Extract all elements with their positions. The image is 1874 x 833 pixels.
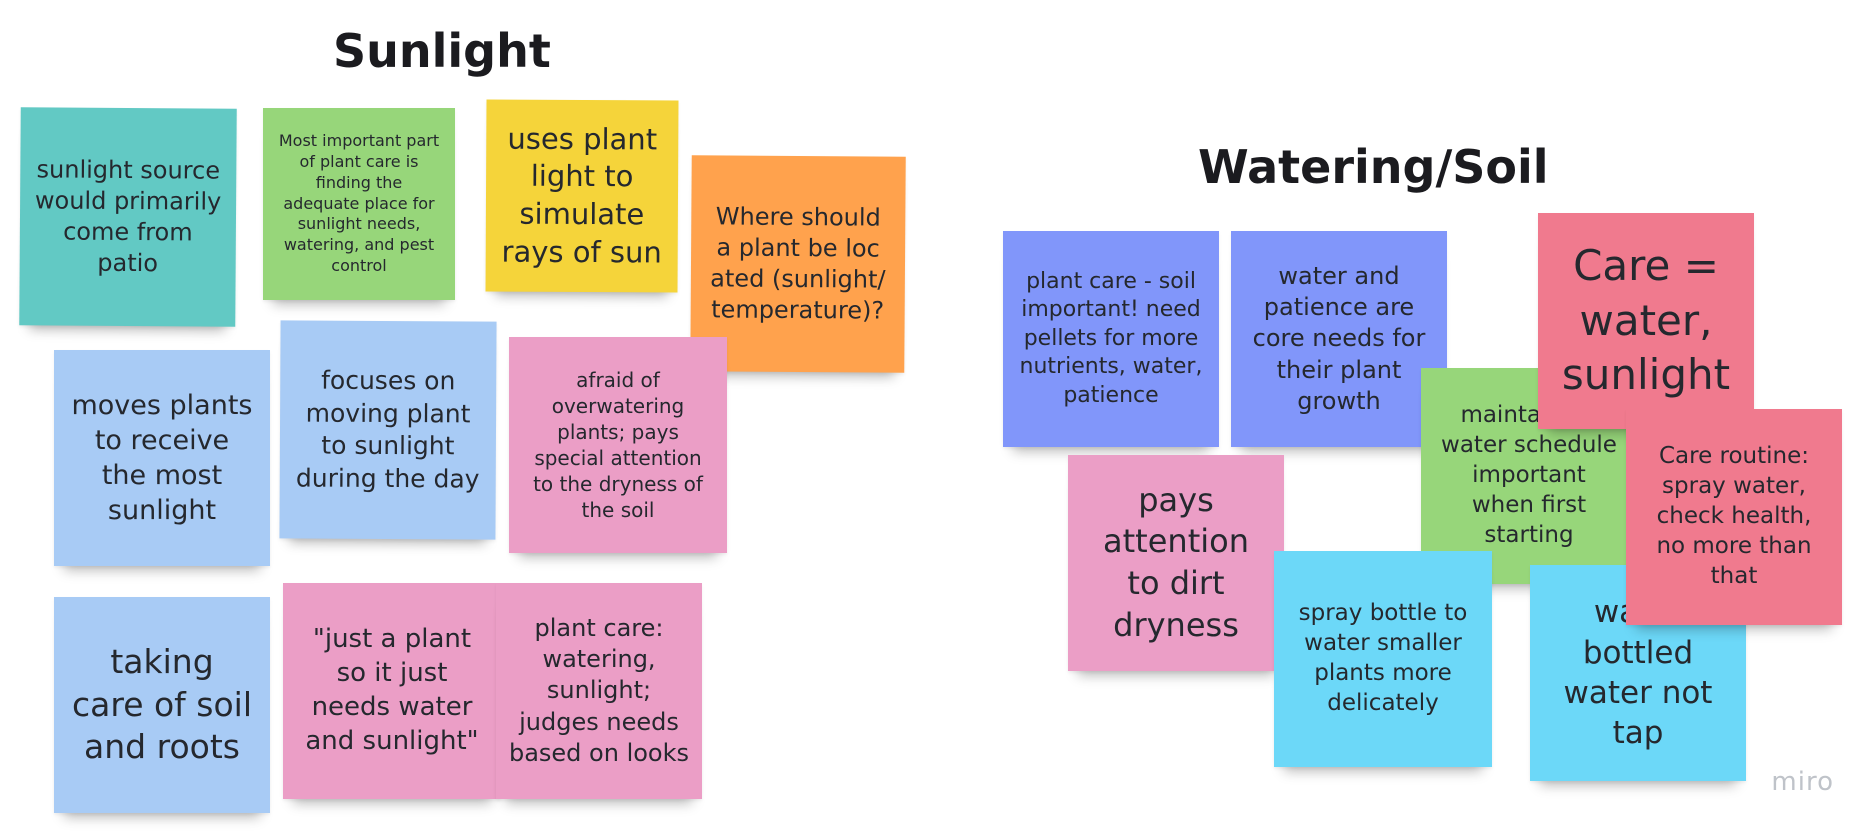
sticky-note-dirt-dryness[interactable]: pays attention to dirt dryness [1068, 455, 1284, 671]
sticky-note-water-patience[interactable]: water and patience are core needs for th… [1231, 231, 1447, 447]
sticky-note-text: Care = water, sunlight [1561, 241, 1731, 400]
sticky-note-text: Most important part of plant care is fin… [278, 131, 440, 275]
sticky-note-just-a-plant[interactable]: "just a plant so it just needs water and… [283, 583, 501, 799]
sticky-note-text: water and patience are core needs for th… [1252, 262, 1426, 415]
sticky-note-text: uses plant light to simulate rays of sun [501, 121, 662, 270]
sticky-note-text: "just a plant so it just needs water and… [305, 624, 479, 756]
sticky-note-text: afraid of overwatering plants; pays spec… [533, 368, 703, 522]
sticky-note-text: moves plants to receive the most sunligh… [71, 389, 253, 527]
sticky-note-care-routine[interactable]: Care routine: spray water, check health,… [1626, 409, 1842, 625]
sticky-note-focuses-moving[interactable]: focuses on moving plant to sunlight duri… [279, 320, 497, 540]
sticky-note-most-important[interactable]: Most important part of plant care is fin… [263, 108, 455, 300]
miro-logo: miro [1771, 767, 1834, 797]
sticky-note-text: plant care - soil important! need pellet… [1019, 268, 1203, 408]
sticky-note-text: focuses on moving plant to sunlight duri… [295, 365, 480, 493]
section-title-watering-soil[interactable]: Watering/Soil [1198, 140, 1549, 194]
sticky-note-plant-light[interactable]: uses plant light to simulate rays of sun [485, 99, 679, 293]
sticky-note-afraid-overwatering[interactable]: afraid of overwatering plants; pays spec… [509, 337, 727, 553]
sticky-note-text: spray bottle to water smaller plants mor… [1298, 600, 1468, 716]
sticky-note-soil-roots[interactable]: taking care of soil and roots [54, 597, 270, 813]
sticky-note-text: plant care: watering, sunlight; judges n… [508, 614, 690, 767]
sticky-note-plant-care-looks[interactable]: plant care: watering, sunlight; judges n… [496, 583, 702, 799]
sticky-note-patio[interactable]: sunlight source would primarily come fro… [19, 107, 237, 327]
sticky-note-text: Care routine: spray water, check health,… [1656, 443, 1812, 589]
sticky-note-soil-important[interactable]: plant care - soil important! need pellet… [1003, 231, 1219, 447]
sticky-note-text: taking care of soil and roots [71, 641, 253, 767]
sticky-note-spray-bottle[interactable]: spray bottle to water smaller plants mor… [1274, 551, 1492, 767]
sticky-note-text: pays attention to dirt dryness [1103, 480, 1249, 644]
sticky-note-moves-plants[interactable]: moves plants to receive the most sunligh… [54, 350, 270, 566]
sticky-note-text: sunlight source would primarily come fro… [34, 154, 222, 278]
section-title-sunlight[interactable]: Sunlight [333, 24, 551, 78]
sticky-note-care-equals[interactable]: Care = water, sunlight [1538, 213, 1754, 429]
sticky-note-text: Where should a plant be located (sunligh… [710, 202, 886, 325]
